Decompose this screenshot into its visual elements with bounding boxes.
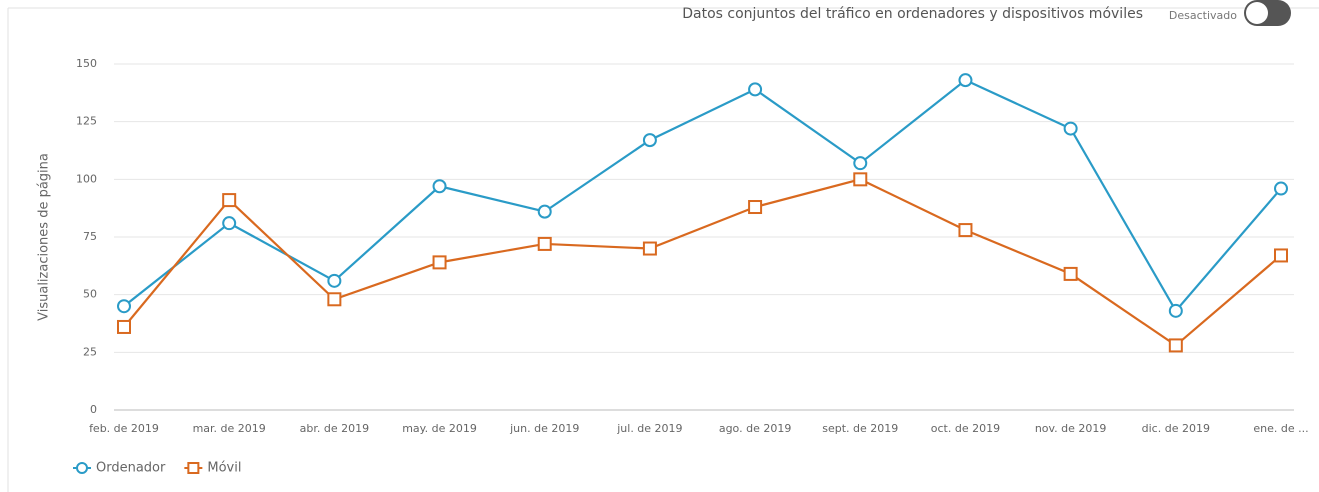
x-tick-label: ene. de ... (1253, 422, 1308, 435)
marker (1063, 266, 1078, 281)
marker (537, 204, 552, 219)
x-tick-label: mar. de 2019 (193, 422, 266, 435)
marker (958, 73, 973, 88)
marker (853, 156, 868, 171)
marker (1168, 303, 1183, 318)
marker (958, 223, 973, 238)
marker (117, 299, 131, 314)
y-axis-label: Visualizaciones de página (37, 153, 52, 321)
legend-label: Ordenador (96, 461, 166, 476)
header: Datos conjuntos del tráfico en ordenador… (682, 6, 1143, 22)
marker (537, 236, 552, 251)
x-tick-label: oct. de 2019 (931, 422, 1000, 435)
x-tick-label: nov. de 2019 (1035, 422, 1107, 435)
toggle-label: Desactivado (1169, 9, 1237, 22)
marker (432, 179, 447, 194)
marker (642, 241, 657, 256)
legend-marker (76, 462, 88, 474)
marker (853, 172, 868, 187)
marker (1274, 181, 1288, 196)
y-tick-label: 0 (90, 403, 97, 416)
marker (222, 216, 237, 231)
series-line (123, 78, 1282, 313)
marker (117, 319, 131, 334)
marker (327, 292, 342, 307)
marker (222, 193, 237, 208)
y-tick-label: 100 (76, 172, 97, 185)
y-tick-label: 50 (83, 288, 97, 301)
x-tick-label: may. de 2019 (402, 422, 477, 435)
legend-label: Móvil (207, 461, 241, 476)
x-tick-label: jul. de 2019 (616, 422, 682, 435)
marker (327, 273, 342, 288)
x-tick-label: feb. de 2019 (89, 422, 159, 435)
y-tick-label: 150 (76, 57, 97, 70)
marker (1063, 121, 1078, 136)
y-tick-label: 125 (76, 115, 97, 128)
x-tick-label: jun. de 2019 (509, 422, 579, 435)
x-tick-label: dic. de 2019 (1142, 422, 1210, 435)
y-tick-label: 75 (83, 230, 97, 243)
marker (1168, 338, 1183, 353)
series-line (123, 178, 1282, 347)
x-tick-label: abr. de 2019 (300, 422, 369, 435)
x-tick-label: sept. de 2019 (822, 422, 898, 435)
marker (642, 133, 657, 148)
y-tick-label: 25 (83, 345, 97, 358)
marker (1274, 248, 1288, 263)
x-tick-label: ago. de 2019 (719, 422, 792, 435)
marker (748, 82, 763, 97)
legend-marker (187, 462, 200, 474)
marker (748, 200, 763, 215)
marker (432, 255, 447, 270)
toggle-knob (1246, 2, 1268, 24)
